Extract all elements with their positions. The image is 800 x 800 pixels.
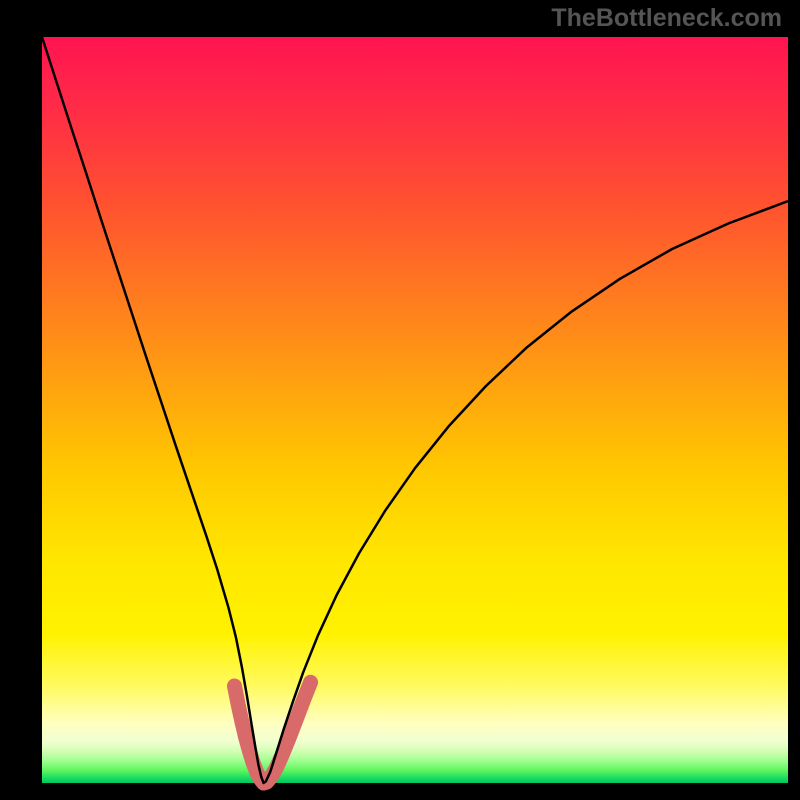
plot-gradient-background [42,37,788,783]
watermark-text: TheBottleneck.com [551,4,782,33]
